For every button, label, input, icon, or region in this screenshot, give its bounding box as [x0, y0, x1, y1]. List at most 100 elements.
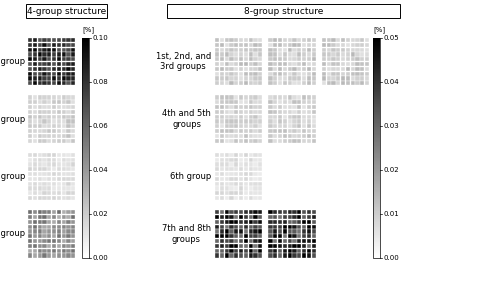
Bar	[33, 172, 37, 176]
Bar	[258, 67, 262, 71]
Bar	[292, 110, 296, 114]
Bar	[360, 38, 364, 42]
Bar	[239, 215, 243, 219]
Bar	[28, 182, 32, 186]
Bar	[239, 153, 243, 157]
Bar	[350, 81, 355, 85]
Bar	[283, 38, 287, 42]
Bar	[373, 119, 380, 121]
Bar	[373, 219, 380, 220]
Bar	[297, 215, 302, 219]
Bar	[288, 215, 292, 219]
Bar	[66, 119, 70, 124]
Bar	[244, 253, 248, 258]
Bar	[82, 228, 89, 229]
Bar	[239, 114, 243, 119]
Bar	[66, 191, 70, 195]
Bar	[312, 57, 316, 61]
Bar	[373, 106, 380, 107]
Bar	[239, 182, 243, 186]
Bar	[52, 196, 56, 200]
Bar	[234, 95, 238, 100]
Bar	[297, 249, 302, 253]
Text: 0.06: 0.06	[92, 123, 108, 129]
Text: [%]: [%]	[373, 26, 386, 33]
Bar	[224, 129, 229, 133]
Bar	[33, 134, 37, 138]
Bar	[62, 182, 66, 186]
Bar	[33, 139, 37, 143]
Bar	[373, 64, 380, 66]
Bar	[47, 234, 52, 238]
Bar	[220, 100, 224, 104]
Bar	[215, 72, 219, 76]
Bar	[244, 244, 248, 248]
Bar	[57, 67, 61, 71]
Bar	[234, 172, 238, 176]
Bar	[82, 231, 89, 232]
Bar	[234, 177, 238, 181]
Bar	[288, 139, 292, 143]
Bar	[28, 177, 32, 181]
Bar	[258, 124, 262, 128]
Bar	[82, 201, 89, 203]
Bar	[373, 51, 380, 53]
Bar	[373, 142, 380, 144]
Bar	[288, 234, 292, 238]
Bar	[297, 72, 302, 76]
Bar	[234, 163, 238, 167]
Bar	[82, 116, 89, 117]
Bar	[332, 72, 336, 76]
Text: 0.05: 0.05	[383, 35, 399, 41]
Bar	[326, 76, 331, 81]
Bar	[373, 247, 380, 248]
Bar	[373, 235, 380, 236]
Bar	[71, 76, 76, 81]
Bar	[215, 153, 219, 157]
Bar	[71, 196, 76, 200]
Bar	[244, 163, 248, 167]
Bar	[373, 105, 380, 106]
Bar	[373, 153, 380, 155]
Bar	[273, 124, 278, 128]
Bar	[57, 129, 61, 133]
Bar	[254, 239, 258, 243]
Bar	[373, 236, 380, 237]
Bar	[239, 163, 243, 167]
Bar	[234, 244, 238, 248]
Bar	[268, 119, 272, 124]
Bar	[47, 172, 52, 176]
Bar	[57, 239, 61, 243]
Bar	[373, 50, 380, 51]
Bar	[239, 253, 243, 258]
Bar	[244, 62, 248, 66]
Bar	[82, 242, 89, 244]
Bar	[28, 234, 32, 238]
Bar	[220, 167, 224, 171]
Bar	[82, 155, 89, 157]
Bar	[254, 234, 258, 238]
Bar	[234, 210, 238, 214]
Bar	[254, 172, 258, 176]
Bar	[283, 72, 287, 76]
Bar	[82, 38, 89, 39]
Bar	[292, 62, 296, 66]
Bar	[373, 91, 380, 92]
Bar	[332, 76, 336, 81]
Bar	[82, 85, 89, 86]
Bar	[66, 134, 70, 138]
Bar	[254, 139, 258, 143]
Bar	[239, 62, 243, 66]
Bar	[66, 114, 70, 119]
Bar	[215, 220, 219, 224]
Bar	[42, 158, 46, 162]
Bar	[42, 215, 46, 219]
Bar	[258, 139, 262, 143]
Bar	[62, 95, 66, 100]
Bar	[244, 210, 248, 214]
Bar	[373, 49, 380, 50]
Bar	[62, 67, 66, 71]
Bar	[38, 234, 42, 238]
Bar	[307, 100, 311, 104]
Bar	[33, 76, 37, 81]
